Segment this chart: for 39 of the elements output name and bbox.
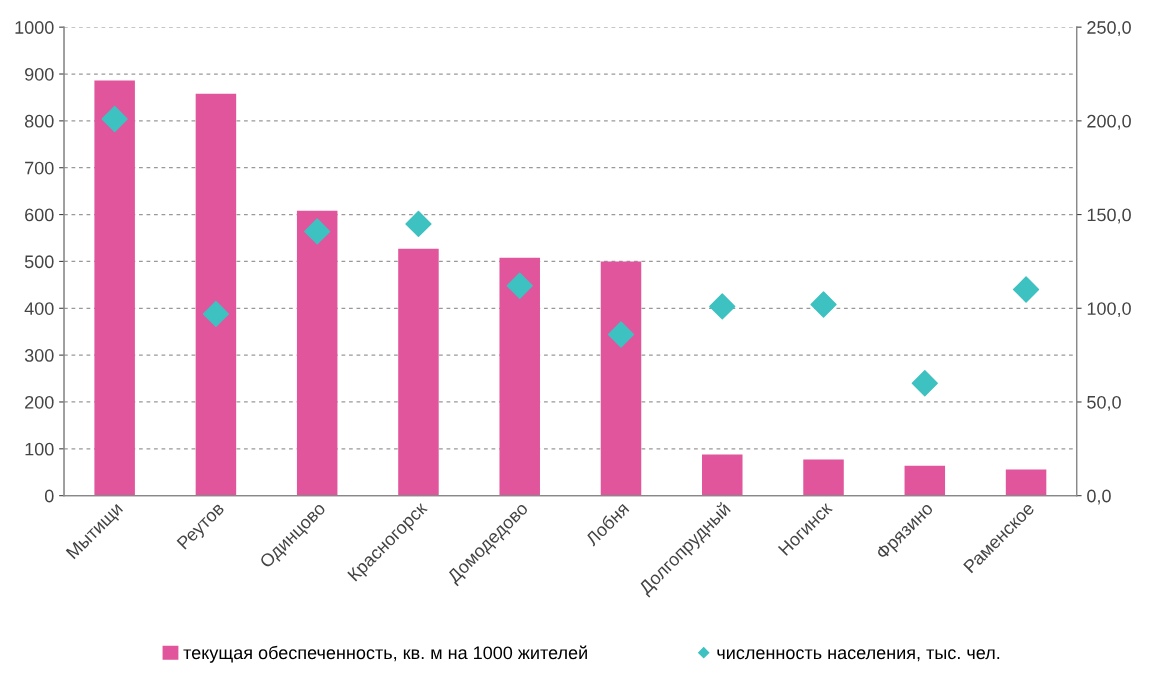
- bar: [600, 261, 642, 496]
- bar: [1005, 469, 1047, 496]
- y-tick-label: 900: [25, 67, 54, 81]
- bar: [499, 257, 540, 496]
- y-tick-label: 0: [44, 489, 54, 503]
- y-tick-label: 100: [25, 442, 54, 456]
- y2-tick-label: 250,0: [1087, 21, 1131, 37]
- point: [304, 218, 331, 245]
- point: [810, 291, 837, 318]
- y2-tick-label: 200,0: [1087, 114, 1131, 130]
- y-tick-label: 300: [24, 349, 54, 362]
- y-tick-label: 800: [24, 114, 54, 128]
- bar: [398, 248, 439, 496]
- point: [911, 370, 938, 397]
- y-tick-label: 200: [25, 395, 54, 409]
- bar: [904, 465, 946, 496]
- y2-tick-label: 100,0: [1087, 302, 1131, 318]
- bar: [195, 93, 237, 496]
- legend-label: текущая обеспеченность, кв. м на 1000 жителей: [183, 645, 587, 663]
- point: [506, 272, 533, 299]
- point: [709, 293, 736, 320]
- point: [1012, 276, 1040, 303]
- point: [405, 210, 432, 238]
- y-tick-label: 400: [24, 302, 54, 315]
- y-tick-label: 700: [25, 161, 54, 175]
- y-tick-label: 600: [25, 208, 54, 222]
- point: [101, 105, 128, 133]
- bar: [94, 80, 135, 496]
- y2-tick-label: 0,0: [1087, 489, 1111, 505]
- y-tick-label: 500: [24, 255, 54, 269]
- bar: [803, 459, 844, 496]
- point: [607, 321, 635, 348]
- bar: [296, 210, 338, 496]
- legend-label: численность населения, тыс. чел.: [717, 649, 1000, 662]
- bar: [702, 454, 743, 496]
- point: [202, 300, 230, 328]
- y-tick-label: 1000: [15, 21, 54, 34]
- y2-tick-label: 50,0: [1087, 395, 1121, 411]
- y2-tick-label: 150,0: [1087, 208, 1131, 224]
